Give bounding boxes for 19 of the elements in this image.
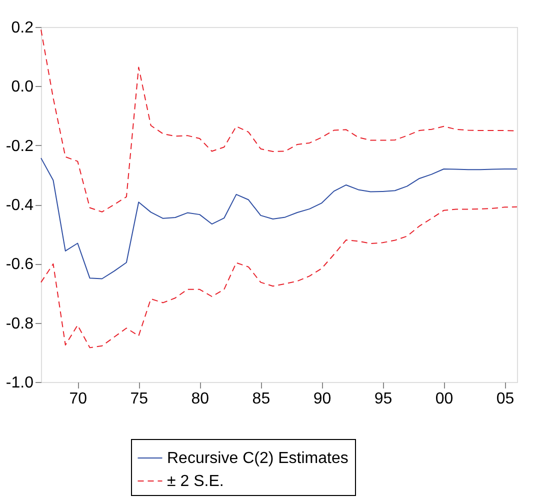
x-tick-label: 90: [313, 390, 332, 408]
x-tick-label: 85: [252, 390, 270, 408]
x-tick-label: 95: [374, 390, 392, 408]
x-tick-label: 00: [435, 390, 454, 408]
x-tick-label: 75: [130, 390, 148, 408]
y-tick-label: -0.4: [6, 197, 34, 214]
line-series: [40, 158, 518, 280]
y-tick-label: 0.2: [11, 20, 34, 36]
y-tick-label: -1.0: [6, 374, 34, 392]
y-tick-label: -0.8: [6, 315, 34, 332]
x-tick-label: 05: [496, 390, 514, 408]
y-tick-label: -0.2: [6, 138, 34, 155]
legend-label: ± 2 S.E.: [167, 473, 224, 490]
legend-label: Recursive C(2) Estimates: [167, 450, 348, 467]
line-series: [40, 206, 518, 348]
y-tick-label: -0.6: [6, 256, 34, 274]
y-tick-label: 0.0: [11, 78, 34, 96]
x-tick-label: 70: [69, 390, 88, 408]
x-tick-label: 80: [191, 390, 210, 408]
